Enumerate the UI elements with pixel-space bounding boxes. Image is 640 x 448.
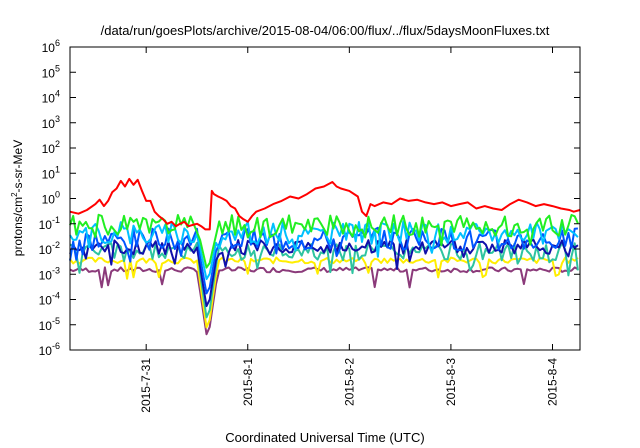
y-tick-label: 102 bbox=[42, 139, 60, 156]
x-axis: 2015-7-31 2015-8-1 2015-8-2 2015-8-3 2015-8-… bbox=[139, 47, 559, 413]
series-layer bbox=[69, 177, 581, 336]
series-line bbox=[69, 241, 579, 319]
y-axis-label-main: protons/cm bbox=[11, 197, 25, 256]
y-axis-label-rest: -s-sr-MeV bbox=[11, 140, 25, 193]
x-tick-label: 2015-7-31 bbox=[139, 358, 153, 413]
x-axis-label: Coordinated Universal Time (UTC) bbox=[225, 430, 424, 445]
x-tick-label: 2015-8-3 bbox=[444, 358, 458, 406]
y-tick-label: 10-4 bbox=[39, 291, 60, 308]
y-tick-label: 105 bbox=[42, 63, 60, 80]
y-tick-label: 106 bbox=[42, 38, 60, 55]
y-tick-label: 10-3 bbox=[39, 265, 60, 282]
series-line bbox=[69, 238, 579, 308]
series-line bbox=[69, 213, 579, 269]
y-tick-label: 10-1 bbox=[39, 215, 60, 232]
plot-frame bbox=[69, 46, 581, 351]
series-line bbox=[69, 266, 579, 336]
series-line bbox=[69, 177, 581, 231]
y-tick-label: 100 bbox=[42, 190, 60, 207]
y-tick-label: 10-6 bbox=[39, 341, 60, 358]
chart-title: /data/run/goesPlots/archive/2015-08-04/0… bbox=[101, 23, 550, 38]
x-tick-label: 2015-8-1 bbox=[241, 358, 255, 406]
y-tick-label: 103 bbox=[42, 114, 60, 131]
y-tick-label: 10-5 bbox=[39, 316, 60, 333]
series-line bbox=[69, 256, 579, 329]
y-axis-label: protons/cm2-s-sr-MeV bbox=[10, 140, 25, 256]
y-tick-label: 10-2 bbox=[39, 240, 60, 257]
y-tick-label: 104 bbox=[42, 89, 60, 106]
y-axis: 10-6 10-5 10-4 10-3 10-2 10-1 100 101 102 103 104 1… bbox=[39, 38, 580, 358]
x-tick-label: 2015-8-2 bbox=[342, 358, 356, 406]
y-axis-label-sup: 2 bbox=[10, 192, 19, 197]
x-tick-label: 2015-8-4 bbox=[545, 358, 559, 406]
y-tick-label: 101 bbox=[42, 164, 60, 181]
